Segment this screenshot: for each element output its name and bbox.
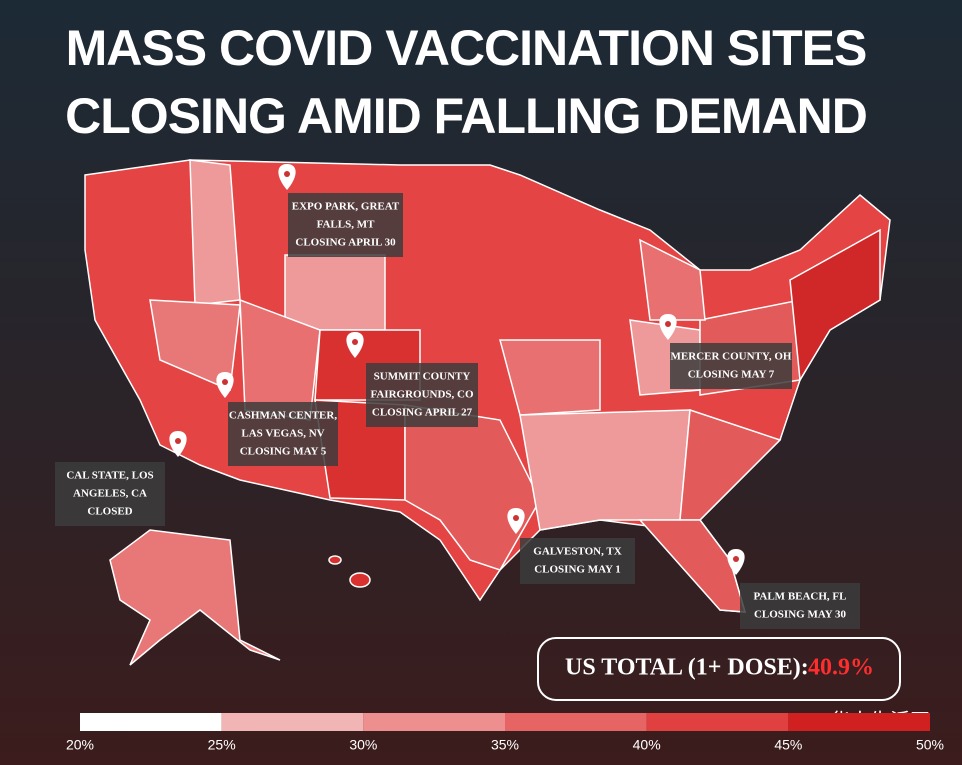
title-line: MASS COVID VACCINATION SITES	[66, 20, 867, 76]
annotation-text: EXPO PARK, GREAT	[292, 201, 400, 213]
annotation-text: MERCER COUNTY, OH	[671, 351, 792, 363]
annotation-text: FALLS, MT	[317, 219, 376, 231]
legend-swatch	[80, 713, 222, 731]
legend-swatch	[646, 713, 789, 731]
us-map	[84, 159, 891, 666]
annotation-text: SUMMIT COUNTY	[374, 371, 471, 383]
region	[789, 228, 881, 383]
total-box	[537, 637, 901, 701]
region	[404, 404, 541, 571]
annotation-text: CLOSING MAY 7	[688, 369, 775, 381]
legend-tick-label: 25%	[208, 737, 236, 753]
legend-tick-label: 35%	[491, 737, 519, 753]
annotation-box	[670, 343, 792, 389]
annotation-text: LAS VEGAS, NV	[241, 428, 324, 440]
annotation-text: CLOSING APRIL 30	[295, 237, 396, 249]
hawaii	[349, 572, 371, 588]
legend-tick-label: 40%	[633, 737, 661, 753]
legend-swatch	[788, 713, 930, 731]
region	[499, 339, 601, 416]
annotation-box	[520, 538, 635, 584]
total-value: 40.9%	[808, 655, 874, 681]
annotation-text: CLOSED	[87, 506, 132, 518]
legend-tick-label: 50%	[916, 737, 944, 753]
legend-swatch	[221, 713, 364, 731]
annotation-text: CLOSING MAY 1	[534, 564, 621, 576]
annotation-text: CLOSING MAY 5	[240, 446, 327, 458]
alaska	[109, 529, 281, 666]
pin-dot	[175, 438, 181, 444]
pin-dot	[222, 379, 228, 385]
legend-tick-label: 45%	[774, 737, 802, 753]
annotation-text: CLOSING APRIL 27	[372, 407, 473, 419]
annotation-box	[228, 402, 338, 466]
pin-dot	[665, 321, 671, 327]
legend-swatch	[363, 713, 505, 731]
total-label: US TOTAL (1+ DOSE):	[565, 655, 809, 681]
annotation-box	[55, 462, 165, 526]
annotation-box	[366, 363, 478, 427]
annotation-text: CAL STATE, LOS	[66, 470, 153, 482]
annotation-text: GALVESTON, TX	[533, 546, 622, 558]
annotation-text: CASHMAN CENTER,	[229, 410, 337, 422]
pin-dot	[352, 339, 358, 345]
region	[519, 409, 691, 531]
legend-tick-label: 30%	[349, 737, 377, 753]
region	[638, 519, 747, 613]
pin-dot	[284, 171, 290, 177]
annotation-text: CLOSING MAY 30	[754, 609, 847, 621]
legend-swatch	[505, 713, 647, 731]
annotation-box	[288, 193, 403, 257]
hawaii	[328, 555, 342, 565]
annotation-text: PALM BEACH, FL	[754, 591, 847, 603]
title-line: CLOSING AMID FALLING DEMAND	[65, 88, 867, 144]
annotation-box	[740, 583, 860, 629]
annotation-text: ANGELES, CA	[73, 488, 147, 500]
pin-dot	[513, 515, 519, 521]
region	[639, 238, 706, 321]
annotation-text: FAIRGROUNDS, CO	[370, 389, 474, 401]
region	[284, 254, 386, 331]
legend-tick-label: 20%	[66, 737, 94, 753]
pin-dot	[733, 556, 739, 562]
